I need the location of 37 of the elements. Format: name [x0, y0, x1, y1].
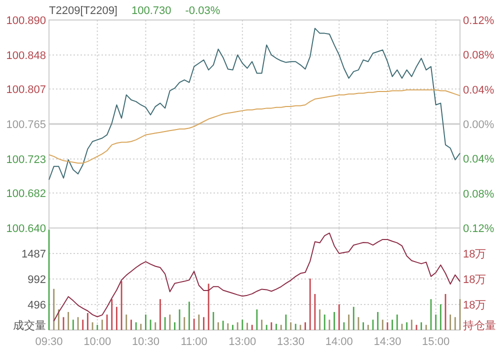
y2-tick-label: 18万 — [463, 248, 486, 260]
text: 100.730 — [132, 5, 172, 17]
y2-tick-label: 0.08% — [463, 50, 494, 62]
x-tick-label: 11:00 — [180, 336, 208, 348]
y2-tick-label: 0.04% — [463, 84, 494, 96]
x-tick-label: 10:00 — [84, 336, 112, 348]
y-axis-title: 成交量 — [13, 319, 46, 332]
line-series — [53, 232, 460, 322]
line-series — [48, 89, 460, 164]
y-tick-label: 100.807 — [6, 84, 46, 96]
y2-tick-label: 18万 — [463, 274, 486, 286]
chart-title: T2209[T2209] — [49, 5, 118, 17]
y2-axis-title: 持仓量 — [463, 320, 496, 332]
y2-tick-label: 0.08% — [463, 188, 494, 200]
x-tick-label: 15:00 — [422, 336, 450, 348]
x-tick-label: 13:00 — [228, 336, 256, 348]
y-tick-label: 100.640 — [6, 223, 46, 235]
y-tick-label: 992 — [28, 274, 46, 286]
x-tick-label: 10:30 — [132, 336, 160, 348]
x-tick-label: 14:00 — [325, 336, 353, 348]
y-tick-label: 100.682 — [6, 188, 46, 200]
y2-tick-label: 0.04% — [463, 154, 494, 166]
x-tick-label: 14:30 — [374, 336, 402, 348]
y2-tick-label: 0.12% — [463, 223, 494, 235]
y-tick-label: 100.890 — [6, 15, 46, 27]
y-tick-label: 100.765 — [6, 119, 46, 131]
y2-tick-label: 18万 — [463, 300, 486, 312]
y-tick-label: 100.848 — [6, 50, 46, 62]
y-tick-label: 100.723 — [6, 154, 46, 166]
line-series — [48, 28, 460, 180]
y2-tick-label: 0.00% — [463, 119, 494, 131]
x-tick-label: 09:30 — [35, 336, 63, 348]
y-tick-label: 496 — [28, 299, 46, 312]
y2-tick-label: 0.12% — [463, 15, 494, 27]
x-tick-label: 13:30 — [277, 336, 305, 348]
text: -0.03% — [185, 5, 220, 17]
y-tick-label: 1487 — [22, 248, 46, 261]
